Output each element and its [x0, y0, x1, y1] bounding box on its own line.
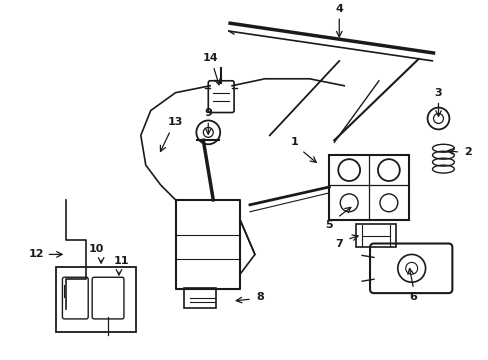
Text: 5: 5 — [325, 220, 332, 230]
Text: 13: 13 — [167, 117, 183, 127]
Text: 3: 3 — [434, 88, 442, 98]
Text: 7: 7 — [335, 239, 343, 249]
Text: 1: 1 — [290, 137, 298, 147]
Text: 6: 6 — [409, 292, 417, 302]
Text: 14: 14 — [202, 53, 218, 63]
Text: 10: 10 — [88, 244, 103, 255]
Text: 8: 8 — [256, 292, 263, 302]
Text: 4: 4 — [335, 4, 343, 14]
Text: 9: 9 — [204, 108, 212, 117]
Text: 2: 2 — [464, 147, 471, 157]
Text: 12: 12 — [29, 249, 44, 260]
Bar — [56, 267, 136, 332]
Text: 11: 11 — [113, 256, 128, 266]
